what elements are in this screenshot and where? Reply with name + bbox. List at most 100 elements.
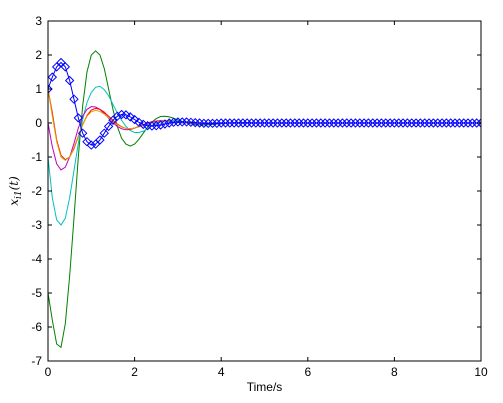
- series-1-marker: [69, 94, 79, 104]
- series-1-marker: [229, 118, 239, 128]
- series-1-marker: [95, 135, 105, 145]
- y-axis-label-tail: (t): [7, 176, 21, 191]
- series-1-marker: [82, 136, 92, 147]
- series-1-marker: [246, 118, 257, 128]
- series-1-marker: [164, 118, 174, 128]
- x-tick-label: 4: [218, 365, 225, 379]
- axes-layer: 0 2 4 6 8 10 -7 -6 -5 -4 -3 -2 -1 0 1 2 3: [31, 14, 488, 379]
- series-1-marker: [407, 118, 417, 128]
- series-1-marker: [177, 117, 187, 127]
- series-1-marker: [316, 118, 326, 128]
- series-1-marker: [48, 72, 58, 82]
- x-tick-label: 8: [391, 365, 398, 379]
- series-1-marker: [277, 118, 287, 128]
- series-1-marker: [333, 118, 343, 128]
- series-1-marker: [350, 118, 361, 128]
- series-1-marker: [121, 110, 131, 120]
- series-1-marker: [303, 118, 313, 128]
- series-1-marker: [220, 118, 231, 128]
- series-1-marker: [56, 57, 66, 68]
- series-1-marker: [476, 118, 481, 128]
- series-1-marker: [199, 118, 209, 129]
- series-1-marker: [424, 118, 434, 128]
- y-axis-label: xi1(t): [7, 176, 24, 206]
- series-1-marker: [203, 118, 213, 129]
- x-tick-label: 6: [304, 365, 311, 379]
- series-1-marker: [450, 118, 460, 128]
- series-1-marker: [259, 118, 270, 128]
- series-1-marker: [255, 118, 265, 128]
- series-1-marker: [298, 118, 309, 128]
- series-1-marker: [147, 121, 157, 131]
- series-1-marker: [467, 118, 478, 128]
- series-1-marker: [329, 118, 339, 128]
- y-tick-label: 2: [35, 48, 42, 62]
- series-1-marker: [225, 118, 235, 128]
- series-1-marker: [238, 118, 248, 128]
- series-1-marker: [324, 118, 335, 128]
- series-1-marker: [445, 118, 456, 128]
- x-tick-label: 0: [45, 365, 52, 379]
- series-1-marker: [103, 121, 114, 132]
- series-1-marker: [129, 114, 140, 125]
- series-1-marker: [151, 121, 161, 131]
- series-1-marker: [290, 118, 300, 128]
- series-1-marker: [307, 118, 317, 128]
- y-axis-label-main: x: [7, 199, 21, 206]
- series-1-marker: [420, 118, 430, 128]
- series-1-marker: [272, 118, 283, 128]
- series-1-marker: [311, 118, 322, 128]
- series-1-marker: [402, 118, 413, 128]
- series-1-marker: [51, 62, 62, 72]
- series-1-marker: [77, 128, 88, 138]
- series-1-marker: [281, 118, 291, 128]
- y-tick-label: -4: [31, 252, 42, 266]
- series-1-marker: [264, 118, 274, 128]
- series-1-marker: [48, 84, 53, 94]
- series-1-marker: [207, 118, 218, 129]
- x-axis-label: Time/s: [247, 380, 283, 394]
- series-1-marker: [415, 118, 426, 128]
- series-1-marker: [428, 118, 439, 128]
- series-1-marker: [355, 118, 365, 128]
- series-1-marker: [441, 118, 452, 128]
- series-1-marker: [463, 118, 473, 128]
- series-1-marker: [285, 118, 296, 128]
- series-1-marker: [454, 118, 465, 128]
- series-1-marker: [337, 118, 348, 128]
- series-1-marker: [342, 118, 352, 128]
- series-1-marker: [233, 118, 244, 128]
- series-1-marker: [268, 118, 278, 128]
- y-tick-label: -5: [31, 286, 42, 300]
- series-1-marker: [294, 118, 304, 128]
- series-1-marker: [376, 118, 387, 128]
- series-1-marker: [242, 118, 252, 128]
- series-1-marker: [398, 118, 408, 128]
- series-1-marker: [471, 118, 481, 128]
- series-1-marker: [363, 118, 374, 128]
- series-1-marker: [346, 118, 356, 128]
- series-1-marker: [359, 118, 369, 128]
- y-tick-label: -1: [31, 150, 42, 164]
- y-axis-label-sub: i1: [14, 190, 24, 199]
- y-tick-label: -6: [31, 320, 42, 334]
- series-1-marker: [168, 117, 179, 128]
- series-1-marker: [173, 117, 183, 127]
- series-1-marker: [60, 62, 71, 72]
- x-tick-label: 10: [474, 365, 488, 379]
- series-layer: [48, 50, 481, 349]
- series-1-marker: [458, 118, 469, 128]
- series-1-marker: [385, 118, 395, 128]
- series-1-marker: [394, 118, 404, 128]
- series-1-marker: [73, 113, 84, 123]
- series-1-marker: [86, 140, 97, 150]
- series-1-marker: [212, 118, 222, 129]
- y-tick-label: -7: [31, 354, 42, 368]
- series-1-marker: [112, 111, 122, 121]
- series-1-marker: [155, 120, 166, 130]
- series-1-marker: [381, 118, 391, 128]
- series-1-marker: [125, 112, 135, 122]
- y-tick-label: 0: [35, 116, 42, 130]
- x-tick-label: 2: [131, 365, 138, 379]
